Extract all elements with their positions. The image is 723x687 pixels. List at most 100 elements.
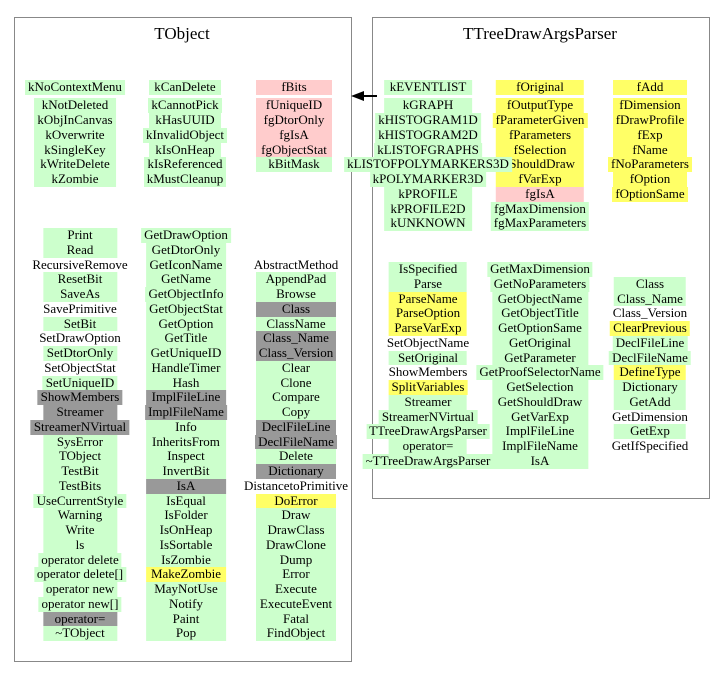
member-cell: fgObjectStat <box>256 142 332 158</box>
inheritance-arrow-head <box>351 90 364 101</box>
member-column: fOriginal fOutputType fParameterGiven fPara… <box>490 79 590 231</box>
member-cell: ImplFileLine <box>491 424 588 439</box>
member-cell: Class <box>614 276 686 292</box>
member-column: AbstractMethod AppendPad Browse Class ClassN… <box>241 257 351 641</box>
member-cell: MayNotUse <box>145 581 226 597</box>
member-cell: GetOption <box>145 316 226 332</box>
member-cell: Class <box>255 301 336 317</box>
member-cell: GetObjectName <box>491 291 588 307</box>
member-cell: ImplFileName <box>491 438 588 454</box>
member-cell: ImplFileName <box>145 404 227 420</box>
member-cell: SysError <box>43 434 117 450</box>
member-cell: Class_Version <box>612 305 688 321</box>
member-cell: kBitMask <box>256 157 332 172</box>
member-column: Print Read RecursiveRemove ResetBit SaveAs Sa… <box>29 227 130 641</box>
member-cell: MakeZombie <box>145 567 226 582</box>
member-cell: kSingleKey <box>33 142 116 158</box>
member-cell: fgMaxDimension <box>491 201 589 217</box>
member-cell: Paint <box>145 611 226 627</box>
member-cell: SetUniqueID <box>42 375 118 391</box>
member-cell: fVarExp <box>495 171 584 187</box>
member-cell: fSelection <box>495 142 584 158</box>
member-cell: kIsReferenced <box>144 157 226 172</box>
member-cell: GetProofSelectorName <box>476 365 604 380</box>
member-column: kCanDelete kCannotPick kHasUUID kInvalidObj… <box>143 79 227 187</box>
member-cell: DeclFileLine <box>255 419 336 435</box>
member-cell: HandleTimer <box>145 360 226 376</box>
member-cell: GetOriginal <box>491 335 588 351</box>
member-cell: Copy <box>255 404 336 420</box>
member-cell: FindObject <box>255 626 336 641</box>
member-cell: GetNoParameters <box>490 276 590 292</box>
member-cell: GetMaxDimension <box>487 261 593 277</box>
member-cell: Error <box>255 567 336 582</box>
member-cell: Print <box>43 227 117 243</box>
member-cell: Clear <box>255 360 336 376</box>
member-cell: GetIfSpecified <box>611 438 689 454</box>
member-cell: GetObjectInfo <box>145 286 227 302</box>
member-cell: fAdd <box>613 79 687 95</box>
member-cell: DeclFileName <box>609 350 691 366</box>
member-cell: kLISTOFPOLYMARKERS3D <box>344 157 512 172</box>
member-cell: IsZombie <box>145 552 226 568</box>
member-cell: fgDtorOnly <box>256 112 332 128</box>
member-cell: Write <box>43 522 117 538</box>
member-cell: operator delete <box>38 552 122 568</box>
member-cell: Class_Name <box>614 291 686 307</box>
member-column: fAdd fDimension fDrawProfile fExp fName fNoPa… <box>608 79 692 202</box>
member-cell: ~TTreeDrawArgsParser <box>362 453 494 469</box>
member-cell: IsSortable <box>145 537 226 553</box>
member-cell: kNoContextMenu <box>25 79 125 95</box>
member-cell: ResetBit <box>43 272 117 287</box>
member-cell: StreamerNVirtual <box>30 419 130 435</box>
member-cell: SetOriginal <box>388 350 467 366</box>
member-cell: ClassName <box>255 316 336 332</box>
member-column: kNoContextMenu kNotDeleted kObjInCanvas kOv… <box>25 79 125 187</box>
member-cell: Notify <box>145 596 226 612</box>
member-cell: kObjInCanvas <box>33 112 116 128</box>
member-cell: GetName <box>145 272 226 287</box>
member-cell: kInvalidObject <box>143 127 227 143</box>
member-cell: fgIsA <box>495 186 584 202</box>
member-column: kEVENTLIST kGRAPH kHISTOGRAM1D kHISTOGRAM2D… <box>344 79 512 231</box>
member-cell: fShouldDraw <box>495 157 584 172</box>
member-cell: DeclFileLine <box>612 335 688 351</box>
member-cell: DefineType <box>614 365 686 381</box>
member-cell: GetIconName <box>145 257 226 273</box>
member-cell: Streamer <box>43 404 117 420</box>
member-cell: Warning <box>43 508 117 523</box>
member-cell: Fatal <box>255 611 336 627</box>
member-cell: ls <box>43 537 117 553</box>
member-cell: kHISTOGRAM2D <box>375 127 481 143</box>
member-column: fBits fUniqueID fgDtorOnly fgIsA fgObjectSta… <box>256 79 332 172</box>
member-cell: RecursiveRemove <box>32 256 128 272</box>
member-cell: Info <box>145 419 226 435</box>
member-cell: Inspect <box>145 449 226 464</box>
member-cell: IsA <box>491 453 588 469</box>
member-cell: Browse <box>255 286 336 302</box>
member-cell: fOption <box>613 171 687 187</box>
member-cell: fParameters <box>495 127 584 143</box>
member-cell: GetAdd <box>614 394 686 410</box>
member-cell: SetObjectName <box>386 334 470 350</box>
member-cell: InvertBit <box>145 463 226 479</box>
member-cell: Read <box>43 242 117 258</box>
member-cell: DeclFileName <box>255 434 337 450</box>
member-cell: SetDtorOnly <box>43 345 117 361</box>
member-cell: ImplFileLine <box>145 390 226 405</box>
member-cell: Parse <box>388 276 467 292</box>
member-cell: GetUniqueID <box>145 345 226 361</box>
member-cell: kPOLYMARKER3D <box>369 171 487 187</box>
member-cell: Pop <box>145 626 226 641</box>
member-cell: SplitVariables <box>388 379 468 395</box>
member-cell: GetObjectTitle <box>491 306 588 321</box>
member-column: GetMaxDimension GetNoParameters GetObjectN… <box>476 261 604 469</box>
member-cell: fDrawProfile <box>612 112 688 128</box>
member-cell: kCannotPick <box>148 98 222 113</box>
ttreedrawargsparser-class-title: TTreeDrawArgsParser <box>463 24 617 43</box>
member-cell: ClearPrevious <box>610 320 690 336</box>
member-cell: kOverwrite <box>33 127 116 143</box>
member-cell: Dump <box>255 552 336 568</box>
member-cell: fNoParameters <box>608 157 692 172</box>
